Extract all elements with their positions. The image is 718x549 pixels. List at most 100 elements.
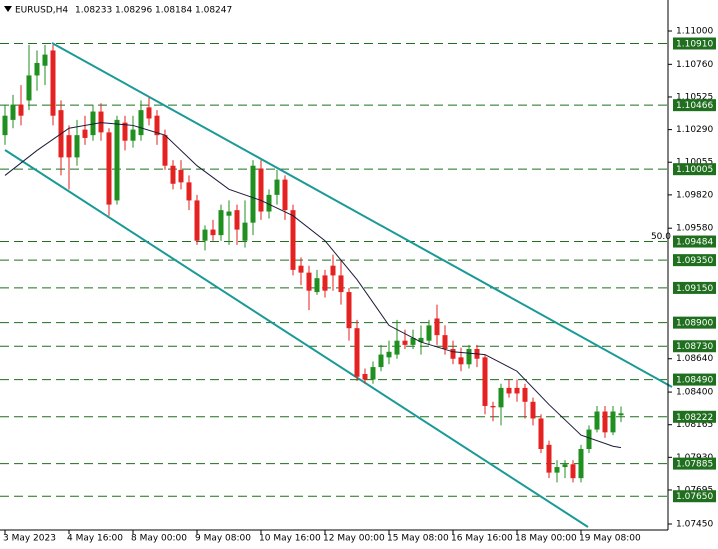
- y-tick-label: 1.09580: [676, 224, 713, 234]
- y-tick-label: 1.08400: [676, 388, 713, 398]
- candle-body: [538, 418, 544, 450]
- x-tick-label: 16 May 16:00: [451, 534, 513, 544]
- menu-triangle: [4, 6, 12, 12]
- candle-body: [378, 354, 384, 368]
- y-tick-label: 1.10525: [676, 92, 713, 102]
- candle-body: [594, 411, 600, 430]
- level-box: [673, 316, 716, 329]
- header-open: 1.08233: [75, 6, 112, 16]
- level-label: 1.07885: [676, 460, 713, 470]
- candle-body: [530, 401, 536, 419]
- x-tick-label: 9 May 08:00: [195, 534, 251, 544]
- candle-body: [314, 278, 320, 293]
- candle-body: [490, 405, 496, 408]
- y-tick-label: 1.10760: [676, 60, 713, 70]
- candle-body: [226, 211, 232, 216]
- candle-body: [154, 115, 160, 136]
- candle-body: [194, 200, 200, 241]
- candle-body: [114, 119, 120, 201]
- y-tick-label: 1.08165: [676, 420, 713, 430]
- candle-body: [554, 467, 560, 473]
- candle-body: [274, 179, 280, 195]
- candle-body: [202, 229, 208, 241]
- candle-body: [266, 194, 272, 212]
- level-label: 1.07650: [676, 492, 713, 502]
- axis-labels: 1.11000 1.10760 1.10525 1.10290 1.10055 1.098…: [3, 27, 716, 544]
- candle-body: [442, 335, 448, 350]
- x-tick-label: 3 May 2023: [3, 534, 56, 544]
- candle-body: [338, 275, 344, 293]
- x-tick-label: 12 May 00:00: [323, 534, 385, 544]
- candle-body: [498, 387, 504, 408]
- candle-body: [282, 179, 288, 211]
- candle-body: [410, 337, 416, 345]
- level-label: 1.10005: [676, 165, 713, 175]
- x-tick-label: 8 May 00:00: [131, 534, 187, 544]
- candle-body: [618, 413, 624, 416]
- level-label: 1.10466: [676, 101, 713, 111]
- moving-average: [4, 122, 622, 449]
- candle-body: [330, 265, 336, 276]
- candle-body: [466, 349, 472, 365]
- candle-body: [186, 182, 192, 201]
- candle-body: [2, 115, 8, 136]
- candle-body: [66, 135, 72, 158]
- candle-body: [346, 292, 352, 329]
- x-tick-label: 4 May 16:00: [67, 534, 123, 544]
- candle-body: [586, 429, 592, 450]
- header-close: 1.08247: [195, 6, 232, 16]
- x-tick-label: 18 May 00:00: [515, 534, 577, 544]
- candle-body: [242, 222, 248, 241]
- candle-body: [354, 328, 360, 377]
- x-tick-label: 15 May 08:00: [387, 534, 449, 544]
- plot: [2, 44, 624, 483]
- y-tick-label: 1.10055: [676, 158, 713, 168]
- candle-body: [370, 367, 376, 380]
- candle-body: [514, 387, 520, 394]
- candle-body: [506, 387, 512, 394]
- candle-body: [322, 275, 328, 291]
- y-tick-label: 1.11000: [676, 27, 713, 37]
- candle-body: [26, 75, 32, 101]
- candle-body: [10, 104, 16, 120]
- header-high: 1.08296: [115, 6, 152, 16]
- candle-body: [610, 411, 616, 433]
- candle-body: [130, 129, 136, 141]
- candle-body: [562, 464, 568, 468]
- candle-body: [146, 107, 152, 119]
- channel-upper: [51, 42, 673, 388]
- candle-body: [522, 387, 528, 402]
- level-label: 1.08900: [676, 319, 713, 329]
- level-label: 1.09484: [676, 238, 713, 248]
- candle-body: [394, 340, 400, 355]
- candle-body: [258, 168, 264, 212]
- candle-body: [82, 129, 88, 138]
- candle-body: [306, 272, 312, 291]
- candle-body: [42, 54, 48, 66]
- candle-body: [482, 357, 488, 406]
- level-box: [673, 235, 716, 248]
- level-label: 1.08490: [676, 376, 713, 386]
- y-tick-label: 1.09820: [676, 190, 713, 200]
- candle-body: [106, 132, 112, 205]
- candle-body: [234, 210, 240, 230]
- level-box: [673, 373, 716, 386]
- candle-body: [298, 265, 304, 273]
- candle-body: [418, 337, 424, 343]
- candle-body: [170, 165, 176, 184]
- candle-body: [386, 351, 392, 358]
- candle-body: [98, 111, 104, 133]
- y-tick-label: 1.08640: [676, 354, 713, 364]
- level-box: [673, 490, 716, 503]
- candle-body: [426, 325, 432, 341]
- candle-body: [178, 169, 184, 183]
- candle-body: [578, 449, 584, 479]
- x-tick-label: 19 May 08:00: [579, 534, 641, 544]
- candle-body: [450, 349, 456, 359]
- level-box: [673, 457, 716, 470]
- candle-body: [210, 229, 216, 236]
- candle-body: [18, 104, 24, 116]
- candle-body: [34, 62, 40, 76]
